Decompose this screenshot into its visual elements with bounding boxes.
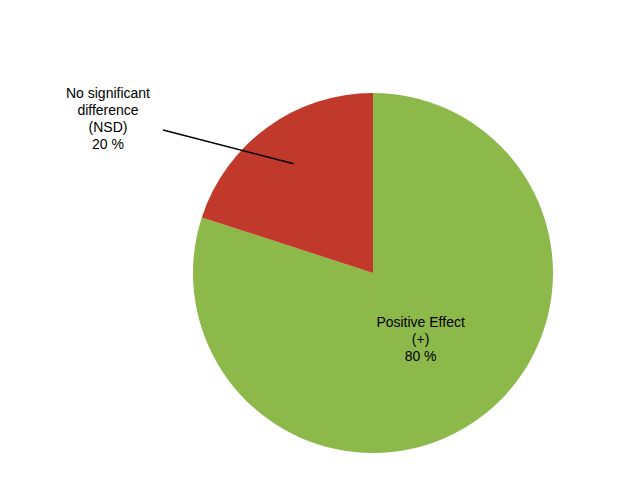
svg-text:No significantdifference(NSD)2: No significantdifference(NSD)20 %	[66, 85, 150, 152]
svg-text:Positive Effect(+)80 %: Positive Effect(+)80 %	[376, 314, 465, 364]
